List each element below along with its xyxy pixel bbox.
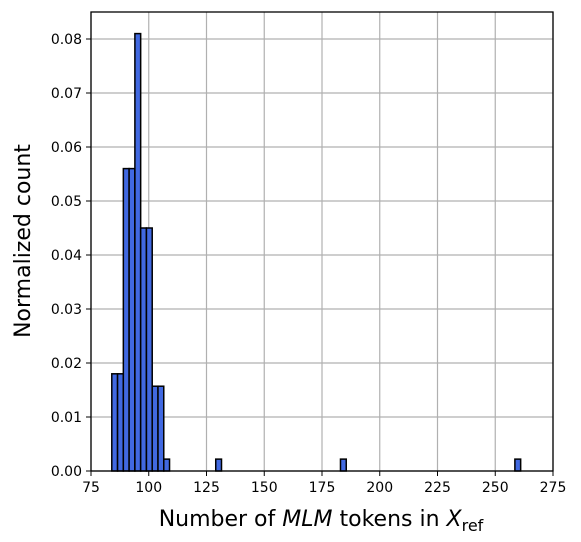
histogram-bar <box>151 385 159 472</box>
x-tick-label: 175 <box>309 480 336 496</box>
histogram-bar <box>514 458 522 472</box>
x-axis-label-prefix: Number of <box>159 507 283 532</box>
y-tick-label: 0.05 <box>51 194 82 210</box>
x-axis-label: Number of MLM tokens in Xref <box>159 507 484 535</box>
y-axis-label: Normalized count <box>11 144 36 338</box>
histogram-bar <box>214 458 223 472</box>
histogram-bar <box>339 458 348 472</box>
x-axis-label-middle: tokens in <box>333 507 447 532</box>
x-axis-label-subscript: ref <box>462 516 484 535</box>
y-tick-label: 0.00 <box>51 464 82 480</box>
x-tick-label: 100 <box>135 480 162 496</box>
y-tick-labels: 0.00 0.01 0.02 0.03 0.04 0.05 0.06 0.07 0.08 <box>51 32 82 480</box>
histogram-bar <box>145 227 153 472</box>
histogram-bar <box>122 167 130 472</box>
y-tick-label: 0.07 <box>51 86 82 102</box>
y-tick-label: 0.03 <box>51 302 82 318</box>
x-tick-labels: 75 100 125 150 175 200 225 250 275 <box>82 480 566 496</box>
histogram-bar <box>111 373 119 472</box>
y-tick-label: 0.04 <box>51 248 82 264</box>
x-tick-label: 150 <box>251 480 278 496</box>
x-axis-label-symbol: X <box>446 507 463 532</box>
x-tick-label: 125 <box>193 480 220 496</box>
axis-ticks <box>86 38 554 476</box>
y-tick-label: 0.01 <box>51 410 82 426</box>
x-tick-label: 200 <box>366 480 393 496</box>
y-tick-label: 0.06 <box>51 140 82 156</box>
histogram-bar <box>116 373 125 472</box>
histogram-bar <box>128 167 136 472</box>
histogram-bar <box>139 227 148 472</box>
x-tick-label: 275 <box>540 480 567 496</box>
grid-lines <box>90 12 554 472</box>
x-tick-label: 225 <box>424 480 451 496</box>
x-tick-label: 75 <box>82 480 100 496</box>
x-axis-label-italic: MLM <box>282 507 332 532</box>
histogram-bar <box>157 385 165 472</box>
histogram-bar <box>134 32 142 472</box>
y-tick-label: 0.08 <box>51 32 82 48</box>
y-tick-label: 0.02 <box>51 356 82 372</box>
x-tick-label: 250 <box>482 480 509 496</box>
histogram-bar <box>163 458 171 472</box>
